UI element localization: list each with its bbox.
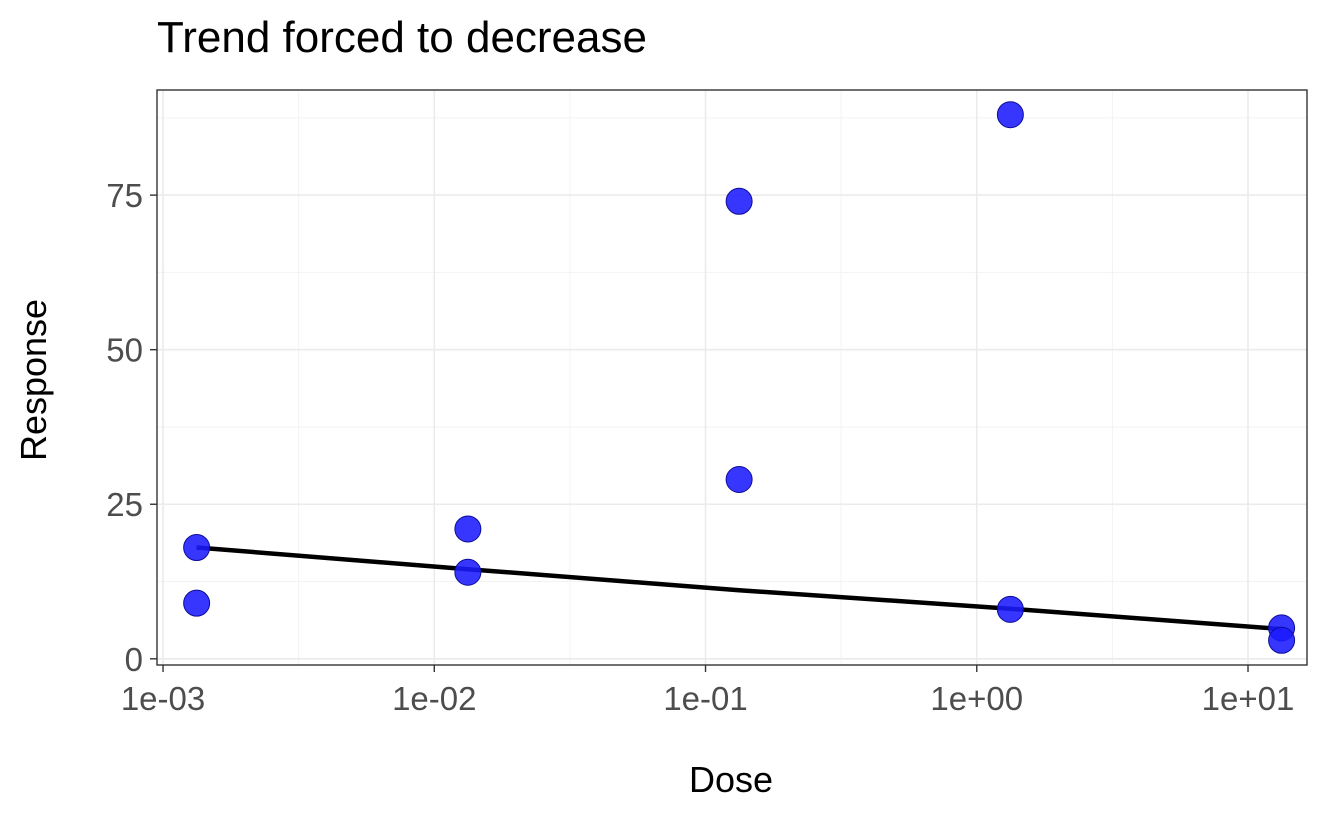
x-tick-label: 1e+00 [930,680,1023,717]
data-point [1268,626,1296,654]
trend-line [196,545,1282,632]
y-axis-title: Response [13,299,54,461]
data-point [183,589,211,617]
data-point [454,558,482,586]
y-tick-label: 50 [106,332,143,369]
y-tick-label: 0 [125,641,143,678]
y-tick-label: 25 [106,486,143,523]
x-tick-label: 1e-03 [121,680,205,717]
data-point [183,534,211,562]
data-points [183,101,1296,654]
trend-line-layer [196,545,1282,632]
x-axis: 1e-03 1e-02 1e-01 1e+00 1e+01 [121,665,1295,717]
y-tick-label: 75 [106,177,143,214]
chart-title: Trend forced to decrease [157,13,647,62]
data-point [725,187,753,215]
data-point [996,101,1024,129]
grid [157,90,1307,665]
x-tick-label: 1e-01 [663,680,747,717]
x-tick-label: 1e-02 [392,680,476,717]
y-axis: 0 25 50 75 [106,177,157,678]
x-tick-label: 1e+01 [1202,680,1295,717]
data-point [454,515,482,543]
plot-panel-border [156,89,1308,666]
x-axis-title: Dose [689,759,773,800]
data-point [725,466,753,494]
data-point [996,595,1024,623]
